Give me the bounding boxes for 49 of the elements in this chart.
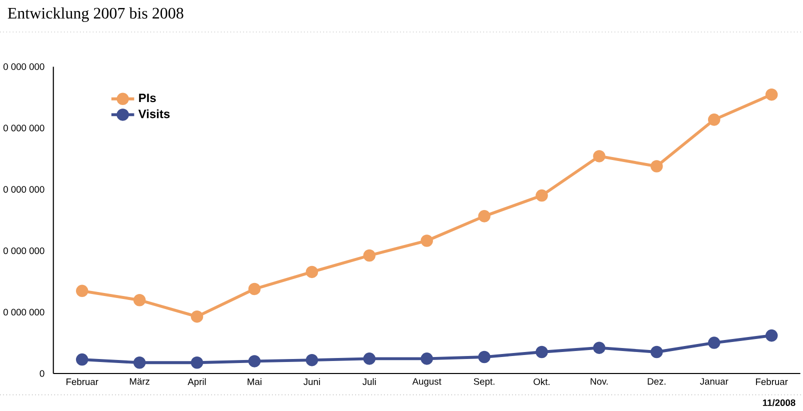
x-tick-label: Nov.: [590, 378, 608, 385]
point: [190, 310, 204, 323]
point: [248, 355, 261, 368]
point: [765, 329, 778, 342]
point: [765, 88, 778, 101]
point: [478, 210, 490, 222]
point: [420, 352, 433, 365]
point: [708, 336, 720, 350]
point: [76, 353, 88, 366]
x-tick-label: Mai: [248, 378, 262, 386]
point: [650, 160, 663, 172]
point: [593, 150, 606, 162]
chart-title: Entwicklung 2007 bis 2008: [8, 7, 184, 22]
point: [248, 282, 261, 296]
text: 11/2008: [762, 399, 796, 406]
x-tick-label: Juni: [304, 378, 320, 386]
point: [420, 234, 433, 247]
legend-label: Visits: [138, 109, 170, 118]
text: 0 000 000: [3, 63, 44, 70]
point: [190, 356, 204, 369]
x-tick-label: August: [412, 378, 442, 387]
x-tick-label: Februar: [756, 378, 788, 386]
point: [650, 346, 663, 358]
point: [708, 114, 720, 126]
point: [306, 354, 318, 366]
text: 0 000 000: [3, 124, 44, 132]
point: [76, 284, 88, 298]
x-tick-label: Januar: [700, 378, 728, 385]
text: 0 000 000: [3, 308, 44, 316]
x-tick-label: Dez.: [648, 378, 666, 385]
point: [363, 352, 376, 365]
point: [536, 346, 548, 358]
legend-label: PIs: [139, 94, 156, 102]
x-tick-label: Juli: [362, 378, 376, 386]
text: 0 000 000: [3, 248, 44, 254]
point: [133, 356, 146, 369]
point: [593, 342, 606, 354]
x-tick-label: Februar: [66, 378, 98, 386]
text: 0 000 000: [3, 186, 44, 193]
x-tick-label: April: [188, 378, 206, 387]
x-tick-label: Sept.: [474, 378, 494, 387]
text: 0: [40, 370, 44, 377]
point: [363, 249, 376, 262]
x-tick-label: März: [130, 378, 150, 385]
point: [133, 294, 146, 306]
point: [306, 266, 318, 278]
point: [536, 189, 548, 202]
x-tick-label: Okt.: [534, 378, 550, 386]
point: [478, 350, 490, 364]
